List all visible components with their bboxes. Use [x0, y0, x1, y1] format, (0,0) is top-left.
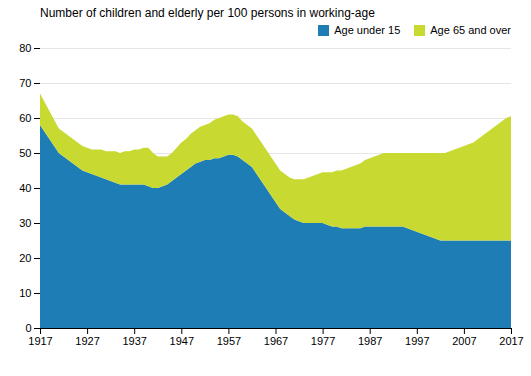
- html-text:Age under 15: Age under 15: [334, 24, 401, 36]
- svg-text:0: 0: [25, 322, 31, 334]
- svg-text:1927: 1927: [75, 335, 99, 347]
- svg-text:70: 70: [19, 77, 31, 89]
- svg-text:1957: 1957: [217, 335, 241, 347]
- svg-text:1967: 1967: [264, 335, 288, 347]
- svg-text:1997: 1997: [405, 335, 429, 347]
- svg-text:10: 10: [19, 287, 31, 299]
- html-text:Age 65 and over: Age 65 and over: [430, 24, 511, 36]
- svg-text:30: 30: [19, 217, 31, 229]
- svg-text:20: 20: [19, 252, 31, 264]
- svg-text:1917: 1917: [28, 335, 52, 347]
- svg-text:40: 40: [19, 182, 31, 194]
- html-text:Number of children and elderly: Number of children and elderly per 100 p…: [40, 6, 375, 20]
- svg-text:1977: 1977: [311, 335, 335, 347]
- svg-text:80: 80: [19, 42, 31, 54]
- svg-text:1937: 1937: [122, 335, 146, 347]
- svg-text:60: 60: [19, 112, 31, 124]
- svg-text:1947: 1947: [170, 335, 194, 347]
- svg-text:2007: 2007: [452, 335, 476, 347]
- svg-text:2017: 2017: [499, 335, 523, 347]
- svg-text:50: 50: [19, 147, 31, 159]
- svg-text:1987: 1987: [358, 335, 382, 347]
